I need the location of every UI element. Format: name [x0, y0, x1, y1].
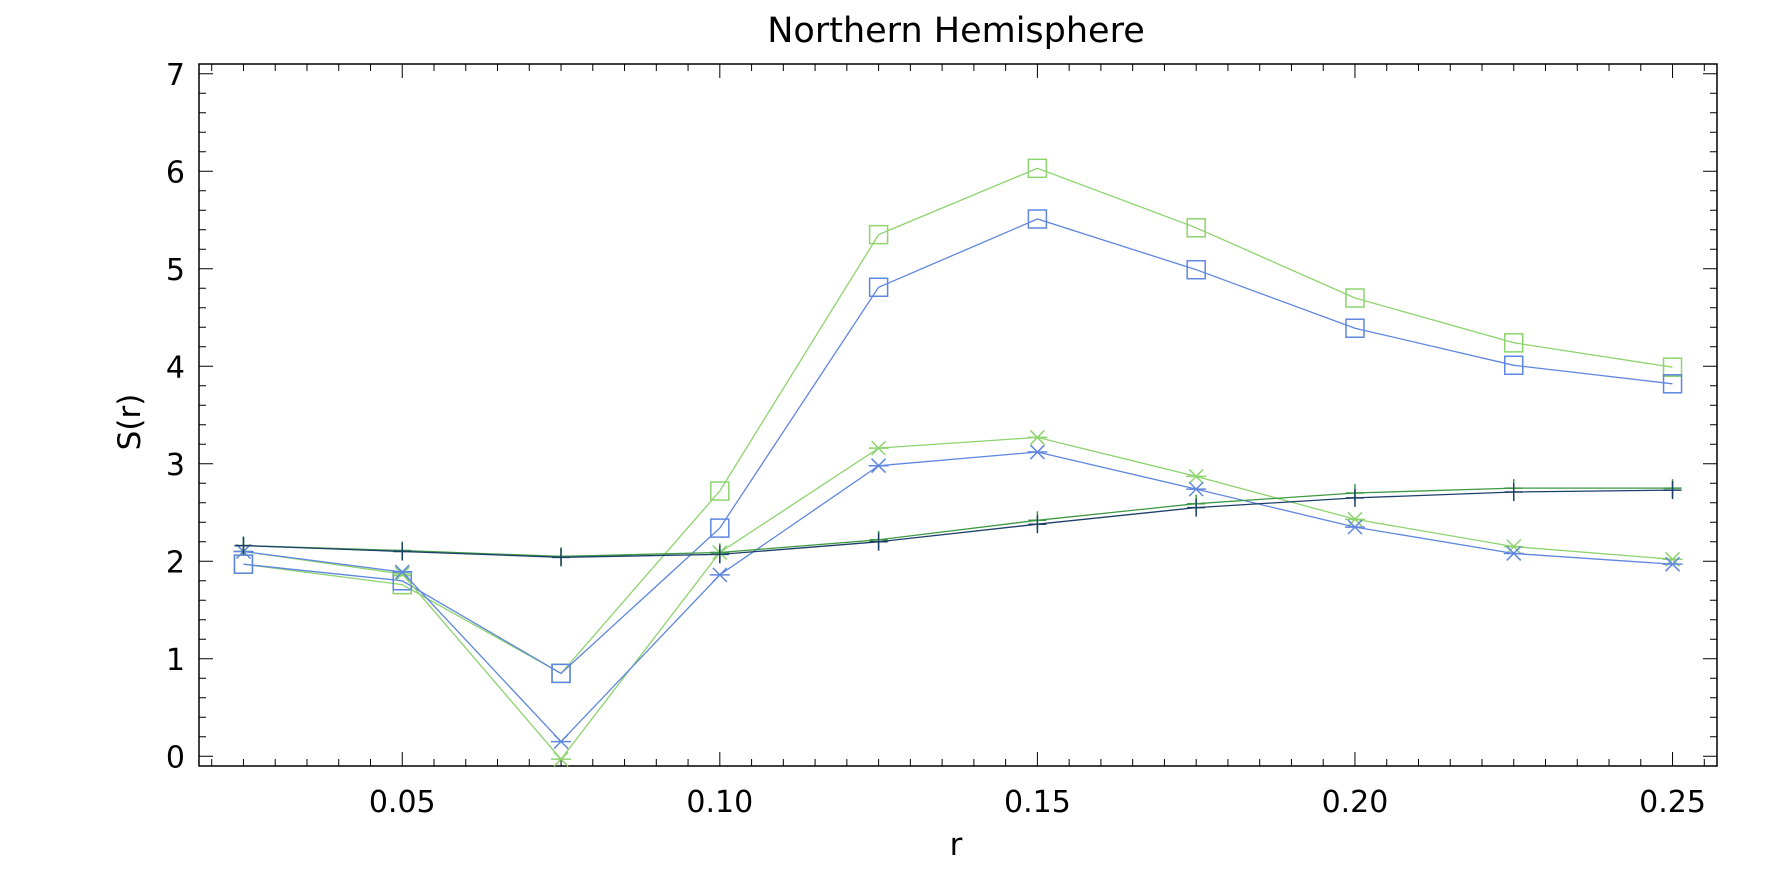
data-point [1027, 209, 1048, 229]
marker-stroke [1347, 519, 1363, 535]
data-point [551, 663, 571, 684]
series-line [243, 436, 1673, 761]
marker-stroke [553, 734, 569, 750]
data-point [1027, 158, 1048, 179]
series-asterisk-3 [233, 444, 1683, 750]
data-point [868, 277, 889, 298]
data-point [392, 566, 413, 582]
marker-stroke [1029, 444, 1045, 460]
marker-stroke [394, 564, 410, 580]
data-point [1186, 468, 1207, 484]
data-point [1345, 488, 1364, 507]
marker-stroke [394, 566, 410, 582]
x-tick-label: 0.20 [1322, 785, 1389, 820]
data-point [710, 545, 729, 564]
series-line [243, 451, 1673, 743]
data-point [1186, 259, 1206, 280]
marker-stroke [553, 751, 569, 767]
series-square-0 [233, 158, 1683, 684]
marker-stroke [1506, 539, 1522, 555]
y-tick-label: 3 [166, 448, 185, 483]
marker-stroke [1506, 545, 1522, 561]
x-axis-label: r [950, 827, 963, 863]
data-point [869, 532, 888, 551]
marker-stroke [1029, 429, 1045, 445]
data-point [868, 440, 889, 456]
data-point [1028, 515, 1047, 534]
x-tick-label: 0.05 [369, 785, 436, 820]
data-point [1027, 444, 1048, 460]
marker-stroke [712, 567, 728, 583]
marker-stroke [1347, 511, 1363, 527]
data-point [1186, 218, 1206, 238]
x-tick-label: 0.25 [1639, 785, 1706, 820]
data-point [1186, 481, 1207, 497]
data-point [1504, 355, 1524, 376]
y-tick-label: 6 [166, 155, 185, 190]
data-point [392, 564, 413, 580]
y-tick-label: 1 [166, 643, 185, 678]
data-point [552, 548, 571, 567]
y-tick-label: 4 [166, 350, 185, 385]
data-point [1662, 556, 1683, 572]
data-point [233, 554, 254, 574]
series-square-1 [233, 209, 1683, 684]
series-plus-4 [234, 479, 1682, 566]
data-point [709, 567, 730, 583]
data-point [868, 224, 889, 245]
data-point [234, 536, 253, 555]
data-point [1345, 318, 1365, 338]
series-line [243, 489, 1673, 558]
data-point [1662, 374, 1683, 394]
y-tick-label: 2 [166, 545, 185, 580]
data-point [1662, 357, 1683, 377]
data-point [710, 518, 730, 538]
y-tick-label: 7 [166, 58, 185, 93]
y-tick-label: 5 [166, 253, 185, 288]
series-line [243, 167, 1673, 675]
marker-stroke [1188, 468, 1204, 484]
data-point [710, 481, 730, 501]
x-tick-label: 0.15 [1004, 785, 1071, 820]
y-axis-label: S(r) [112, 394, 148, 451]
data-point [1344, 519, 1365, 535]
data-point [1345, 288, 1365, 308]
data-point [868, 458, 889, 474]
data-point [1503, 545, 1524, 561]
plot-frame [198, 63, 1718, 767]
x-tick-label: 0.10 [686, 785, 753, 820]
data-point [1504, 333, 1524, 353]
chart-title: Northern Hemisphere [767, 11, 1145, 51]
data-point [1344, 511, 1365, 527]
data-point [1663, 481, 1682, 500]
data-point [551, 751, 572, 767]
data-point [1187, 498, 1206, 517]
data-point [1504, 483, 1523, 502]
marker-stroke [1665, 556, 1681, 572]
series-asterisk-2 [233, 429, 1683, 767]
data-point [551, 734, 572, 750]
series-plus-5 [234, 481, 1682, 567]
series-layer [233, 158, 1683, 767]
y-tick-label: 0 [166, 740, 185, 775]
data-point [393, 542, 412, 561]
data-point [1027, 429, 1048, 445]
marker-stroke [1188, 481, 1204, 497]
series-line [243, 487, 1673, 558]
tick-layer: 0 1 2 3 4 5 6 7 0.05 0.10 0.15 0.20 0.25 [166, 58, 1717, 820]
marker-stroke [871, 440, 887, 456]
series-line [243, 218, 1673, 675]
marker-stroke [871, 458, 887, 474]
